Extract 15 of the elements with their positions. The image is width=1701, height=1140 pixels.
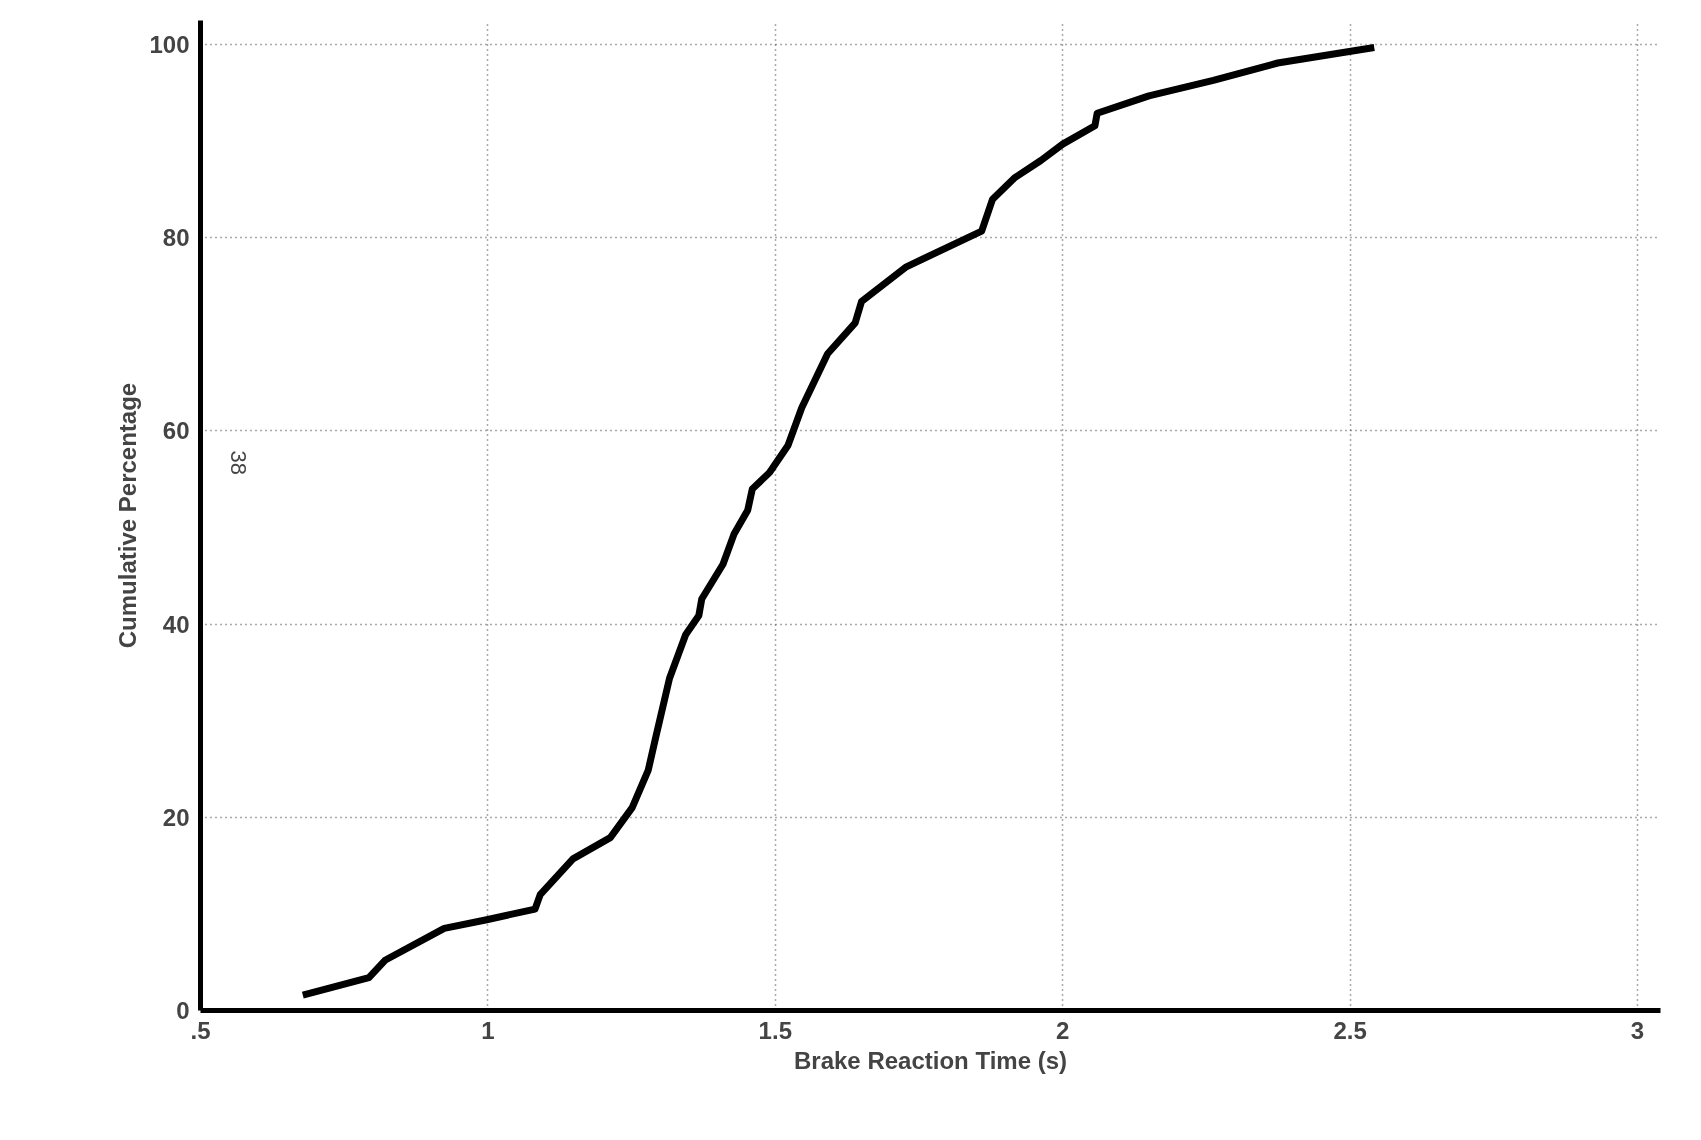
x-tick-label: 3 (1630, 1016, 1645, 1044)
y-tick-label: 60 (162, 417, 190, 445)
x-tick-label: 2 (1056, 1016, 1070, 1044)
y-tick-label: 80 (162, 224, 190, 252)
x-tick-label: 1.5 (758, 1016, 792, 1044)
x-tick-label: 1 (481, 1016, 495, 1044)
y-tick-label: 20 (162, 803, 190, 831)
y-tick-label: 0 (176, 997, 190, 1024)
y-tick-label: 40 (162, 610, 190, 638)
annotation: 38 (225, 450, 251, 475)
x-axis-title: Brake Reaction Time (s) (794, 1046, 1068, 1074)
x-tick-label: 2.5 (1333, 1016, 1367, 1044)
x-tick-label: .5 (190, 1016, 211, 1044)
y-axis-title: Cumulative Percentage (114, 382, 142, 649)
y-tick-label: 100 (149, 31, 190, 59)
